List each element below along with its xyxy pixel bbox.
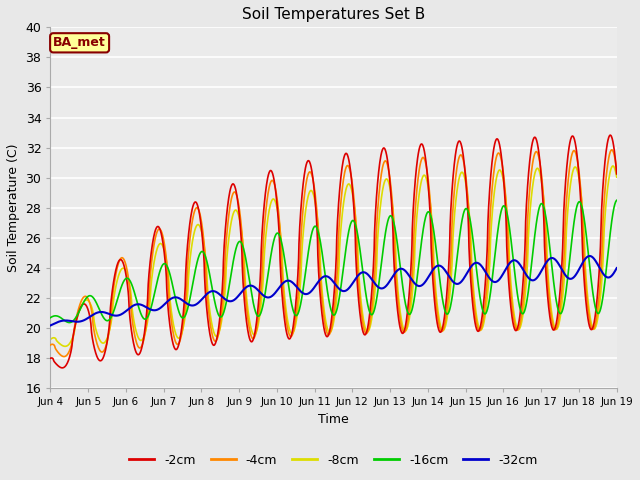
-4cm	[613, 168, 621, 174]
-16cm	[613, 197, 621, 203]
-8cm	[299, 236, 307, 241]
-32cm	[113, 312, 121, 318]
-8cm	[609, 163, 617, 169]
-8cm	[369, 307, 377, 312]
-32cm	[613, 265, 621, 271]
-8cm	[613, 174, 621, 180]
-2cm	[114, 261, 122, 266]
-16cm	[91, 297, 99, 302]
Text: BA_met: BA_met	[53, 36, 106, 49]
-4cm	[608, 147, 616, 153]
-8cm	[61, 344, 69, 349]
-8cm	[287, 330, 295, 336]
-2cm	[287, 334, 295, 339]
-8cm	[91, 321, 99, 327]
-4cm	[60, 354, 68, 360]
-2cm	[91, 346, 99, 352]
-4cm	[309, 177, 317, 182]
-2cm	[613, 171, 621, 177]
-4cm	[114, 263, 122, 269]
-4cm	[369, 294, 377, 300]
Line: -32cm: -32cm	[51, 256, 617, 325]
Y-axis label: Soil Temperature (C): Soil Temperature (C)	[7, 144, 20, 272]
-4cm	[287, 334, 295, 339]
-4cm	[47, 342, 54, 348]
-16cm	[309, 227, 317, 232]
-16cm	[47, 315, 54, 321]
-32cm	[369, 277, 376, 283]
-4cm	[91, 331, 99, 337]
-32cm	[47, 323, 54, 328]
Title: Soil Temperatures Set B: Soil Temperatures Set B	[242, 7, 425, 22]
-2cm	[47, 355, 54, 361]
Line: -4cm: -4cm	[51, 150, 617, 357]
-16cm	[299, 289, 307, 295]
-4cm	[299, 209, 307, 215]
X-axis label: Time: Time	[318, 413, 349, 426]
Line: -8cm: -8cm	[51, 166, 617, 347]
-8cm	[309, 190, 317, 196]
-32cm	[586, 253, 593, 259]
-16cm	[114, 296, 122, 301]
-16cm	[369, 311, 377, 316]
-32cm	[308, 287, 316, 293]
-8cm	[114, 276, 122, 282]
-2cm	[369, 270, 377, 276]
Legend: -2cm, -4cm, -8cm, -16cm, -32cm: -2cm, -4cm, -8cm, -16cm, -32cm	[124, 449, 543, 472]
-2cm	[299, 185, 307, 191]
-2cm	[607, 132, 614, 138]
-8cm	[47, 336, 54, 342]
-2cm	[58, 365, 66, 371]
Line: -2cm: -2cm	[51, 135, 617, 368]
-32cm	[298, 290, 306, 296]
-32cm	[90, 311, 98, 317]
-16cm	[287, 298, 295, 304]
-32cm	[287, 278, 294, 284]
-16cm	[65, 320, 73, 325]
-2cm	[309, 176, 317, 181]
Line: -16cm: -16cm	[51, 200, 617, 323]
